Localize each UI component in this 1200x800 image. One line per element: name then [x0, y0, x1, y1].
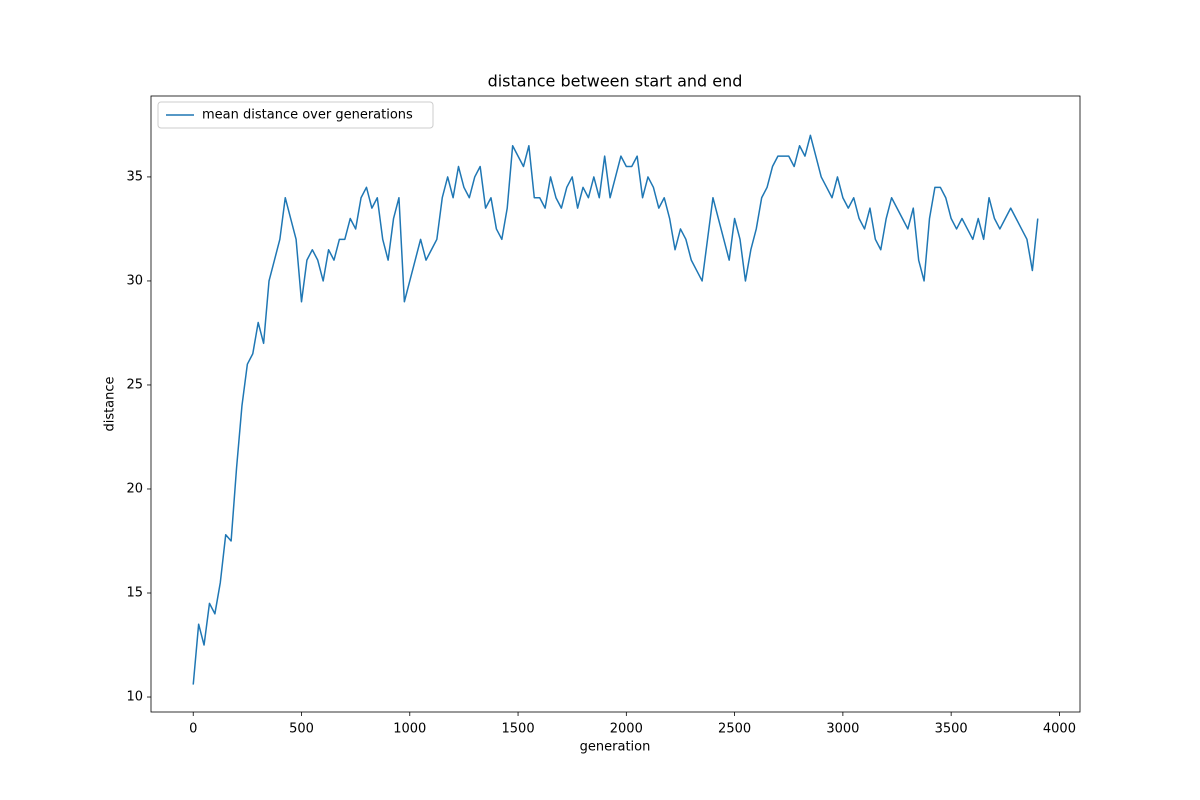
legend-label: mean distance over generations [202, 108, 413, 123]
chart-title: distance between start and end [488, 72, 743, 91]
legend-box [157, 101, 434, 129]
y-tick-label: 10 [126, 690, 143, 705]
x-tick-label: 1000 [393, 722, 426, 737]
x-tick-label: 3000 [826, 722, 859, 737]
x-tick-label: 0 [189, 722, 197, 737]
y-tick-label: 30 [126, 273, 143, 288]
data-line [192, 134, 1039, 685]
y-tick-label: 25 [126, 377, 143, 392]
x-tick-label: 2000 [610, 722, 643, 737]
y-tick-label: 35 [126, 169, 143, 184]
x-tick-label: 500 [289, 722, 314, 737]
x-tick-label: 3500 [935, 722, 968, 737]
y-tick-label: 15 [126, 586, 143, 601]
y-tick-label: 20 [126, 481, 143, 496]
y-axis-label: distance [103, 376, 118, 431]
plot-frame [150, 95, 1081, 713]
x-tick-label: 2500 [718, 722, 751, 737]
x-tick-label: 4000 [1043, 722, 1076, 737]
x-axis-label: generation [580, 740, 651, 755]
x-tick-label: 1500 [502, 722, 535, 737]
